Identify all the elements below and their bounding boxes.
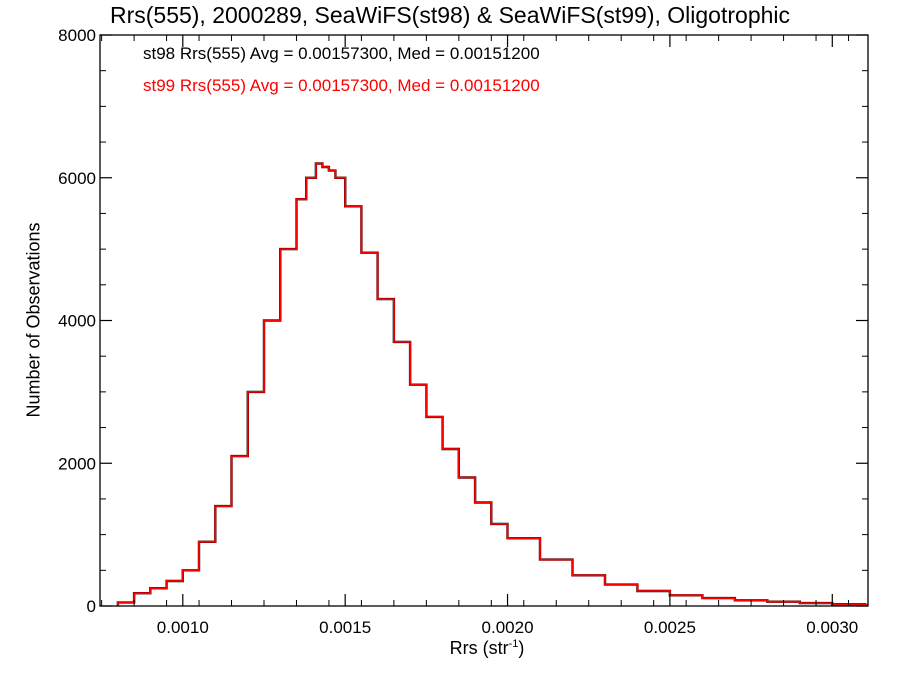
y-tick-label-3: 6000 <box>58 169 96 188</box>
y-tick-label-2: 4000 <box>58 312 96 331</box>
x-tick-label-4: 0.0030 <box>806 618 858 637</box>
plot-area <box>116 162 868 607</box>
x-tick-label-3: 0.0025 <box>644 618 696 637</box>
x-axis-label-exponent: -1 <box>508 638 519 650</box>
y-tick-label-1: 2000 <box>58 454 96 473</box>
y-tick-label-0: 0 <box>87 597 96 616</box>
legend-st98: st98 Rrs(555) Avg = 0.00157300, Med = 0.… <box>143 44 540 63</box>
x-tick-label-1: 0.0015 <box>319 618 371 637</box>
x-axis-label: Rrs (str-1) <box>450 638 525 659</box>
series-line-st98 <box>116 162 868 607</box>
series-line-st99 <box>117 162 868 606</box>
y-tick-label-4: 8000 <box>58 26 96 45</box>
x-tick-label-2: 0.0020 <box>482 618 534 637</box>
axes: 0.0010 0.0015 0.0020 0.0025 0.0030 0 2000 4000 6… <box>58 26 869 637</box>
legend-st99: st99 Rrs(555) Avg = 0.00157300, Med = 0.… <box>143 76 540 95</box>
x-axis-label-main: Rrs (str <box>449 638 509 658</box>
x-axis-label-tail: ) <box>518 638 525 658</box>
x-tick-label-0: 0.0010 <box>157 618 209 637</box>
chart-title: Rrs(555), 2000289, SeaWiFS(st98) & SeaWi… <box>109 2 791 28</box>
y-axis-label: Number of Observations <box>23 222 44 418</box>
